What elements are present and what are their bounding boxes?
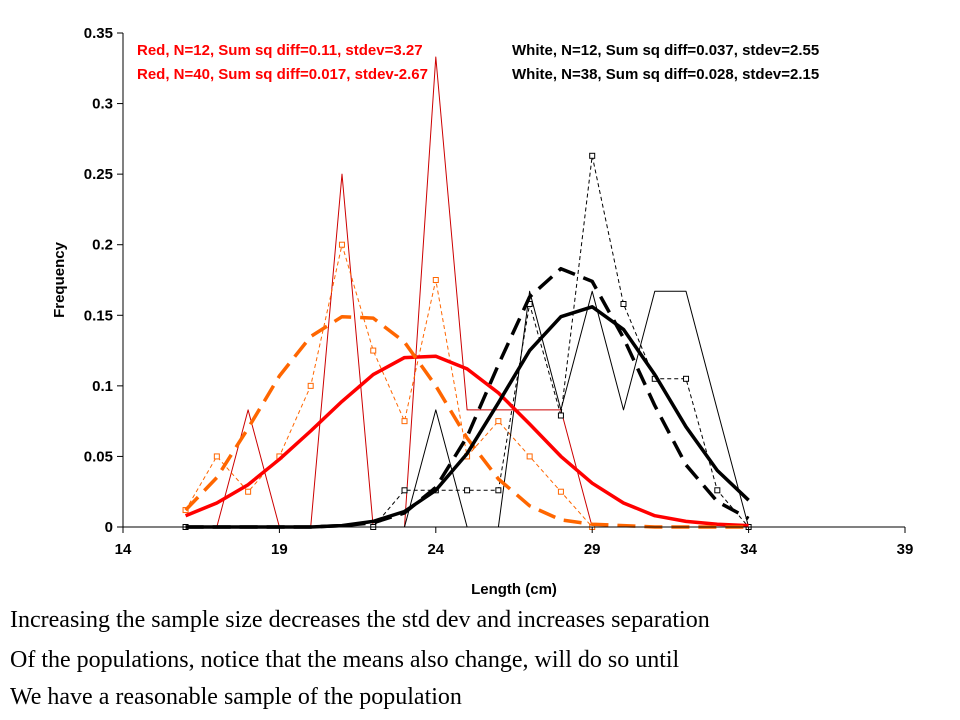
series-1-point bbox=[526, 453, 533, 460]
series-1-point bbox=[401, 418, 408, 425]
y-tick-label: 0.05 bbox=[84, 448, 113, 465]
series-line-6 bbox=[185, 305, 750, 529]
x-tick-label: 24 bbox=[427, 541, 444, 558]
x-tick-label: 19 bbox=[271, 541, 288, 558]
series-line-1 bbox=[185, 244, 593, 528]
x-axis-title: Length (cm) bbox=[471, 581, 557, 598]
series-3-point bbox=[557, 412, 564, 419]
plot-area bbox=[182, 56, 752, 530]
x-tick-label: 34 bbox=[740, 541, 757, 558]
series-3-point bbox=[401, 487, 408, 494]
y-tick-label: 0.25 bbox=[84, 166, 113, 183]
series-1-point bbox=[432, 277, 439, 283]
axes bbox=[117, 32, 906, 533]
y-axis-title: Frequency bbox=[51, 241, 68, 318]
y-tick-label: 0.1 bbox=[92, 378, 113, 395]
y-tick-label: 0.2 bbox=[92, 237, 113, 254]
series-line-3 bbox=[185, 155, 749, 528]
caption-line-2: Of the populations, notice that the mean… bbox=[10, 647, 680, 673]
series-line-4 bbox=[184, 354, 749, 528]
series-1-point bbox=[557, 488, 564, 495]
y-tick-label: 0 bbox=[105, 519, 113, 536]
series-1-point bbox=[213, 453, 220, 460]
series-3-point bbox=[464, 487, 471, 494]
x-tick-label: 39 bbox=[897, 541, 914, 558]
y-tick-label: 0.15 bbox=[84, 307, 113, 324]
legend-text-red-n40: Red, N=40, Sum sq diff=0.017, stdev-2.67 bbox=[137, 66, 428, 83]
series-1-point bbox=[307, 382, 314, 389]
legend-text-red-n12: Red, N=12, Sum sq diff=0.11, stdev=3.27 bbox=[137, 42, 423, 59]
series-1-point bbox=[370, 347, 377, 354]
y-tick-label: 0.35 bbox=[84, 25, 113, 42]
series-3-point bbox=[620, 300, 627, 307]
y-tick-label: 0.3 bbox=[92, 96, 113, 113]
x-tick-label: 14 bbox=[115, 541, 132, 558]
series-line-2 bbox=[373, 290, 750, 528]
caption-line-1: Increasing the sample size decreases the… bbox=[10, 607, 710, 633]
tick-labels: 0 0.05 0.1 0.15 0.2 0.25 0.3 0.35 14 19 24 29 34 39 bbox=[84, 25, 914, 558]
legend-text-white-n12: White, N=12, Sum sq diff=0.037, stdev=2.… bbox=[512, 42, 819, 59]
chart: 0 0.05 0.1 0.15 0.2 0.25 0.3 0.35 14 19 24 29 34 39 L… bbox=[51, 25, 914, 598]
series-1-point bbox=[495, 418, 502, 425]
series-3-point bbox=[495, 487, 502, 494]
series-1-point bbox=[245, 488, 252, 495]
legend-text-white-n38: White, N=38, Sum sq diff=0.028, stdev=2.… bbox=[512, 66, 819, 83]
x-tick-label: 29 bbox=[584, 541, 601, 558]
series-3-point bbox=[714, 487, 721, 494]
caption-line-3: We have a reasonable sample of the popul… bbox=[10, 684, 462, 710]
series-3-point bbox=[683, 375, 690, 382]
series-3-point bbox=[589, 152, 596, 159]
series-1-point bbox=[338, 241, 345, 248]
